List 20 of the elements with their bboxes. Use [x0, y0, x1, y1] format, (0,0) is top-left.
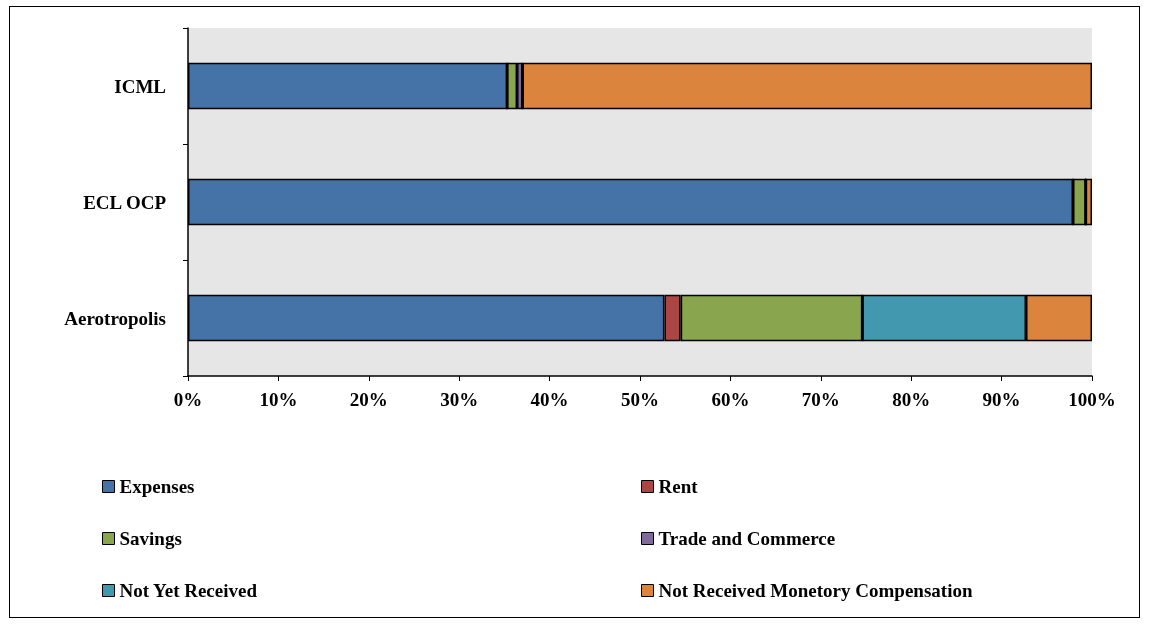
- x-tick-label: 10%: [259, 389, 298, 410]
- x-tick-label: 40%: [530, 389, 569, 410]
- y-tick-label: Aerotropolis: [64, 307, 166, 329]
- x-tick-label: 100%: [1068, 389, 1116, 410]
- legend-label: Not Received Monetory Compensation: [658, 580, 973, 601]
- x-tick-label: 30%: [440, 389, 479, 410]
- x-tick-label: 50%: [621, 389, 659, 410]
- x-tick-label: 20%: [349, 389, 388, 410]
- x-tick-label: 90%: [982, 389, 1021, 410]
- legend-label: Not Yet Received: [119, 580, 258, 601]
- x-tick-label: 0%: [173, 389, 203, 410]
- legend-label: Savings: [119, 528, 182, 549]
- x-tick-label: 80%: [892, 389, 931, 410]
- legend-label: Trade and Commerce: [658, 528, 836, 549]
- y-tick-label: ICML: [114, 75, 166, 97]
- legend-label: Expenses: [119, 476, 195, 497]
- legend-label: Rent: [658, 476, 699, 497]
- x-tick-label: 70%: [801, 389, 840, 410]
- x-tick-label: 60%: [711, 389, 750, 410]
- y-tick-label: ECL OCP: [83, 191, 167, 213]
